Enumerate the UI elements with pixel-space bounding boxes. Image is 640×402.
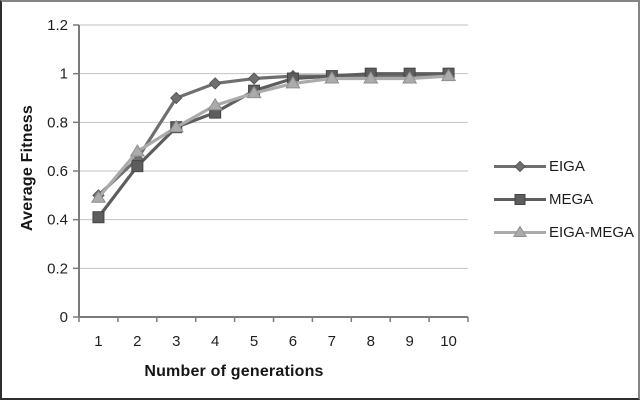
legend-marker-eiga (514, 160, 526, 173)
x-tick-label: 6 (289, 333, 297, 350)
series-line-eiga-mega (97, 74, 449, 199)
legend-item-eiga: EIGA (494, 158, 634, 175)
series-marker-eiga-mega (402, 71, 418, 84)
y-tick-label: 0.4 (47, 212, 68, 229)
series-marker-eiga-mega (207, 97, 223, 111)
legend-item-mega: MEGA (494, 191, 634, 208)
y-axis-title: Average Fitness (19, 104, 36, 232)
y-tick-label: 0 (60, 309, 68, 326)
y-tick-label: 0.6 (47, 163, 68, 180)
series-marker-eiga (170, 91, 183, 105)
y-tick-label: 1.2 (47, 17, 68, 34)
series-marker-eiga-mega (246, 85, 262, 99)
legend-triangle-icon (494, 225, 546, 237)
series-marker-eiga-mega (90, 190, 107, 203)
series-marker-eiga (208, 77, 222, 90)
series-marker-mega (131, 160, 144, 173)
x-tick-label: 9 (405, 333, 413, 350)
series-marker-eiga-mega (440, 68, 457, 82)
y-tick-label: 0.2 (47, 260, 68, 277)
y-tick-label: 1 (60, 66, 68, 83)
legend-square-icon (494, 194, 546, 205)
series-marker-mega (92, 211, 105, 224)
x-tick-label: 4 (211, 333, 219, 350)
x-tick-label: 5 (250, 333, 258, 350)
series-marker-eiga-mega (363, 71, 379, 84)
legend-marker-eiga-mega (512, 225, 528, 237)
series-marker-eiga (247, 72, 261, 85)
legend-label: EIGA (549, 158, 585, 175)
series-line-eiga (97, 72, 449, 197)
legend-item-eiga-mega: EIGA-MEGA (494, 224, 635, 241)
series-marker-eiga-mega (168, 119, 184, 133)
legend-label: EIGA-MEGA (549, 224, 635, 241)
legend-label: MEGA (549, 191, 594, 208)
x-tick-label: 7 (328, 333, 336, 350)
x-tick-label: 3 (172, 333, 180, 350)
legend-diamond-icon (494, 160, 546, 173)
legend: EIGA MEGA EIGA-MEGA (494, 158, 635, 241)
x-tick-label: 10 (440, 333, 457, 350)
series-marker-eiga-mega (285, 75, 301, 89)
x-tick-label: 1 (94, 333, 102, 350)
x-tick-label: 2 (133, 333, 141, 350)
series-marker-eiga-mega (129, 144, 145, 157)
x-axis-title: Number of generations (144, 363, 324, 380)
series-line-mega (97, 72, 449, 219)
x-tick-label: 8 (367, 333, 375, 350)
y-tick-label: 0.8 (47, 114, 68, 131)
series-marker-eiga-mega (324, 71, 340, 84)
legend-marker-mega (514, 194, 526, 205)
